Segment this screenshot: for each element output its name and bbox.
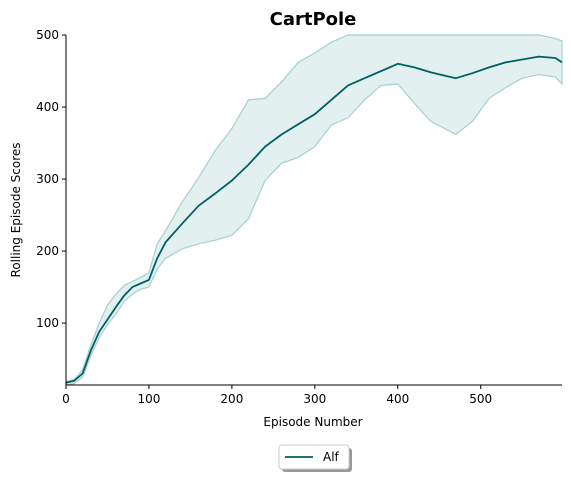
x-ticks: 0 100 200 300 400 500 <box>62 385 492 406</box>
y-tick-label-100: 100 <box>36 316 59 330</box>
y-axis-label: Rolling Episode Scores <box>9 143 23 278</box>
y-tick-label-300: 300 <box>36 172 59 186</box>
series-line-alf <box>65 55 563 384</box>
y-tick-label-500: 500 <box>36 28 59 42</box>
plot-area <box>65 34 563 386</box>
x-tick-label-500: 500 <box>469 392 492 406</box>
x-tick-label-400: 400 <box>386 392 409 406</box>
series-band-alf <box>65 34 563 386</box>
x-tick-label-200: 200 <box>220 392 243 406</box>
chart-title: CartPole <box>270 9 357 30</box>
y-ticks: 100 200 300 400 500 <box>36 28 66 330</box>
legend-box <box>278 444 350 470</box>
x-tick-label-100: 100 <box>137 392 160 406</box>
x-axis-label: Episode Number <box>263 415 362 429</box>
x-tick-label-300: 300 <box>303 392 326 406</box>
y-tick-label-400: 400 <box>36 100 59 114</box>
legend: Alf <box>278 444 352 472</box>
x-tick-label-0: 0 <box>62 392 70 406</box>
y-tick-label-200: 200 <box>36 244 59 258</box>
legend-label-alf: Alf <box>323 450 340 464</box>
